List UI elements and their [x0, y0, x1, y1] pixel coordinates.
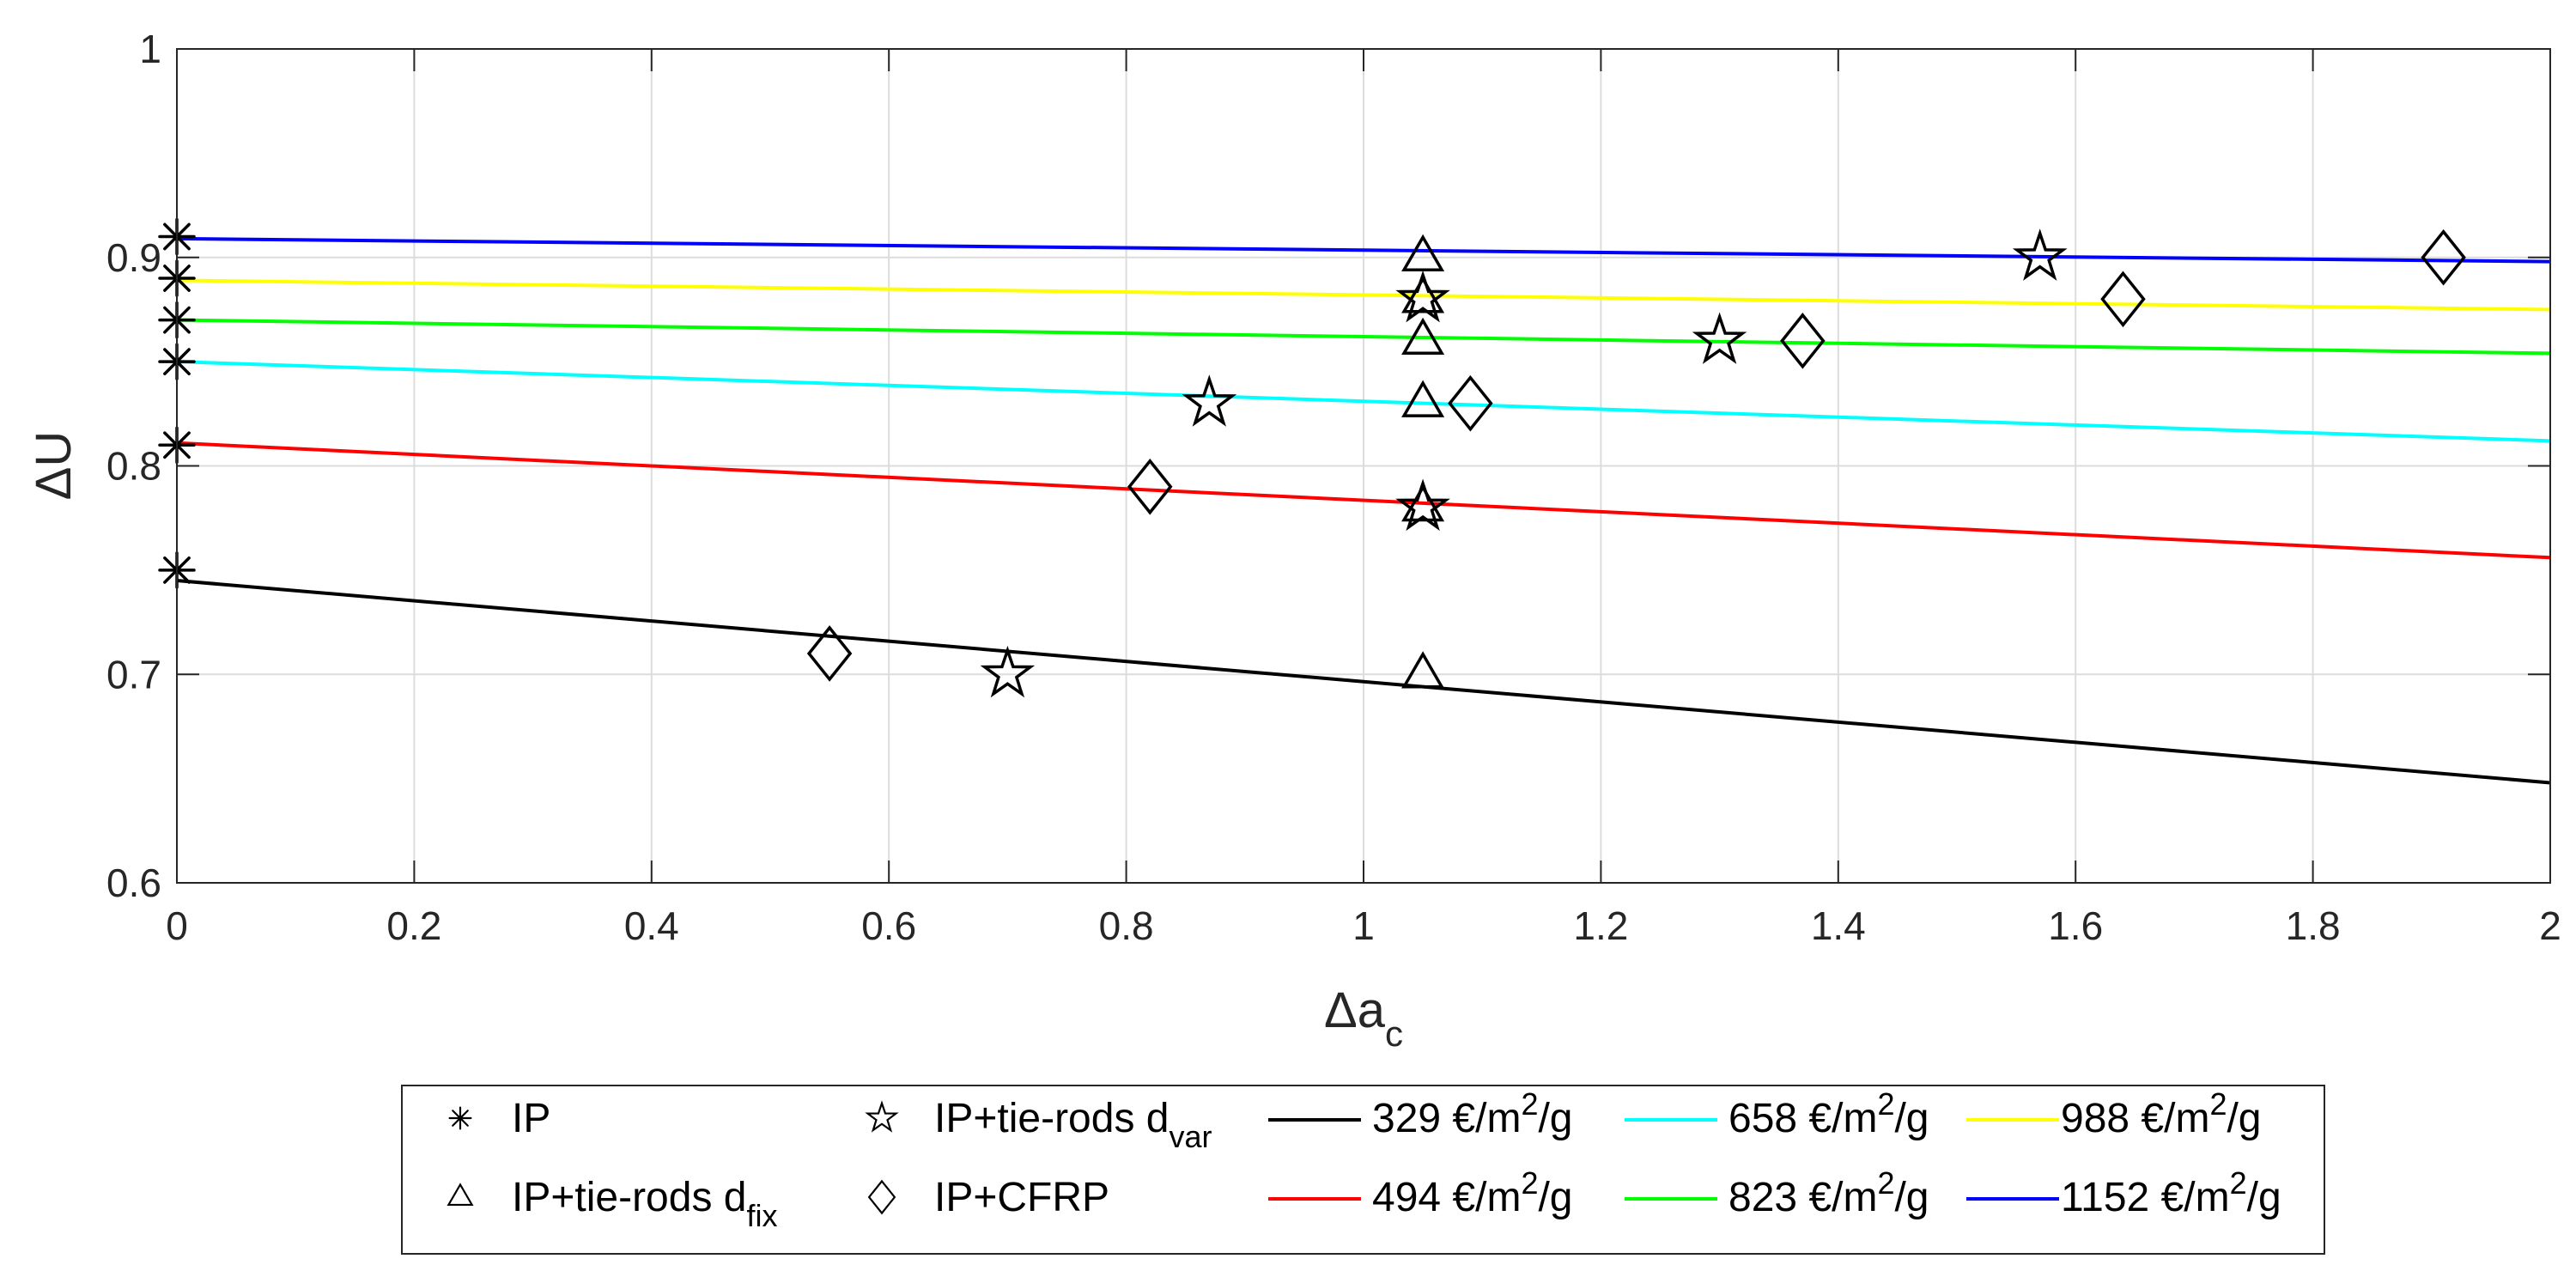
- y-tick-label: 0.8: [106, 444, 161, 489]
- x-axis-label-main: Δa: [1324, 982, 1386, 1038]
- point-star: [980, 645, 1036, 698]
- x-tick-labels: 0 0.2 0.4 0.6 0.8 1 1.2 1.4 1.6 1.8 2: [166, 903, 2561, 948]
- point-star: [2012, 228, 2068, 281]
- cost-line-1152: [176, 236, 2551, 264]
- x-tick-label: 1: [1352, 903, 1375, 948]
- axis-ticks: [176, 48, 2551, 884]
- point-triangle: [1401, 651, 1445, 689]
- legend-label: IP+tie-rods dfix: [512, 1175, 777, 1233]
- cost-line-494: [176, 441, 2551, 560]
- x-tick-label: 1.6: [2048, 903, 2103, 948]
- x-tick-label: 0: [166, 903, 188, 948]
- point-diamond: [2100, 271, 2146, 328]
- x-tick-label: 0.2: [386, 903, 441, 948]
- legend: IP IP+tie-rods dfix IP+tie-rods dvar IP+CFR…: [401, 1085, 2325, 1255]
- legend-marker-triangle: [447, 1183, 474, 1207]
- x-tick-label: 1.4: [1811, 903, 1866, 948]
- series-diamond: [806, 228, 2466, 682]
- point-triangle: [1401, 483, 1445, 522]
- x-tick-label: 0.6: [861, 903, 916, 948]
- point-triangle: [1401, 276, 1445, 313]
- y-tick-label: 0.9: [106, 235, 161, 280]
- legend-label: 1152 €/m2/g: [2061, 1165, 2281, 1220]
- point-diamond: [2421, 228, 2466, 286]
- cost-line-658: [176, 360, 2551, 443]
- x-tick-label: 2: [2539, 903, 2561, 948]
- point-triangle: [1401, 317, 1445, 356]
- cost-line-988: [176, 278, 2551, 312]
- point-star: [1182, 374, 1237, 427]
- y-tick-label: 1: [139, 27, 161, 71]
- line-series-group: [176, 236, 2551, 785]
- cost-line-823: [176, 318, 2551, 356]
- point-diamond: [1780, 313, 1826, 369]
- legend-marker-asterisk: [448, 1106, 472, 1130]
- legend-label: 823 €/m2/g: [1728, 1165, 1929, 1220]
- cost-line-329: [176, 579, 2551, 785]
- legend-marker-diamond: [867, 1179, 896, 1215]
- point-star: [1395, 478, 1450, 532]
- y-axis-label: ΔU: [26, 431, 82, 501]
- x-tick-label: 0.4: [624, 903, 679, 948]
- y-tick-labels: 0.6 0.7 0.8 0.9 1: [106, 27, 161, 905]
- legend-label: IP+tie-rods dvar: [934, 1096, 1212, 1154]
- point-diamond: [806, 625, 853, 682]
- legend-label: 494 €/m2/g: [1372, 1165, 1573, 1220]
- x-axis-label-sub: c: [1385, 1013, 1403, 1054]
- legend-label: IP+CFRP: [934, 1175, 1109, 1220]
- series-triangle: [1401, 234, 1445, 689]
- legend-label: 658 €/m2/g: [1728, 1086, 1929, 1141]
- y-tick-label: 0.6: [106, 861, 161, 905]
- point-diamond: [1448, 374, 1493, 432]
- legend-label: IP: [512, 1096, 550, 1141]
- point-star: [1395, 270, 1450, 323]
- legend-label: 329 €/m2/g: [1372, 1086, 1573, 1141]
- legend-label: 988 €/m2/g: [2061, 1086, 2262, 1141]
- point-star: [1692, 312, 1747, 364]
- legend-marker-star: [865, 1100, 899, 1133]
- point-triangle: [1401, 380, 1445, 417]
- point-diamond: [1127, 458, 1173, 515]
- series-star: [980, 228, 2068, 698]
- x-tick-label: 1.2: [1573, 903, 1628, 948]
- point-triangle: [1401, 234, 1445, 271]
- x-axis-label: Δac: [1324, 982, 1403, 1054]
- legend-box: [401, 1085, 2325, 1255]
- x-tick-label: 1.8: [2286, 903, 2341, 948]
- x-tick-label: 0.8: [1099, 903, 1154, 948]
- y-tick-label: 0.7: [106, 652, 161, 696]
